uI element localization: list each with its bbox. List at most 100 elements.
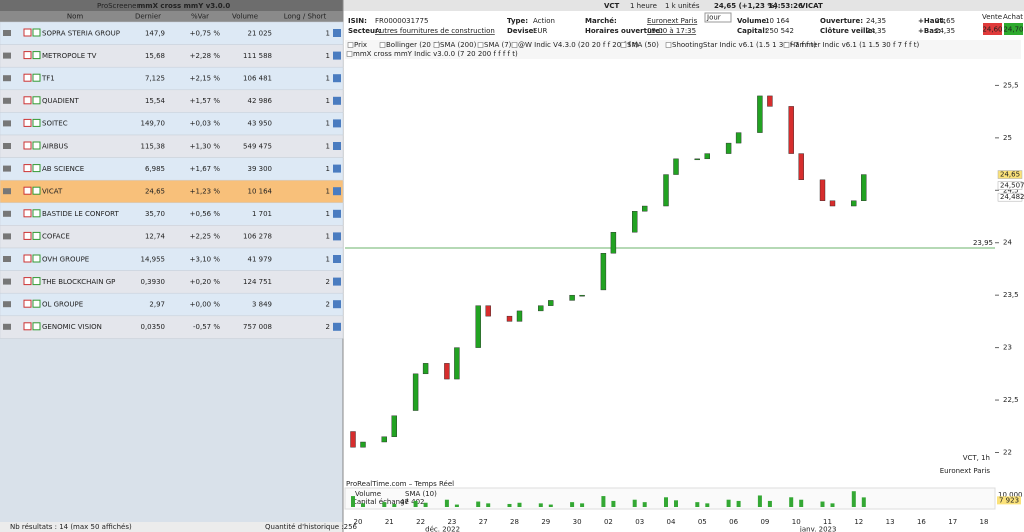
field-label: Devise: (507, 27, 536, 35)
row-chart[interactable] (32, 51, 41, 60)
cell: 549 475 (243, 142, 272, 150)
row-add[interactable] (23, 164, 32, 173)
row-chart[interactable] (32, 209, 41, 218)
row-chart[interactable] (32, 322, 41, 331)
cell: +0,56 % (190, 210, 221, 218)
cell: 111 588 (243, 52, 272, 60)
volume-bar (454, 504, 459, 507)
row-detail[interactable] (333, 96, 341, 105)
row-detail[interactable] (333, 164, 341, 173)
indicator-box[interactable] (433, 42, 440, 48)
row-add[interactable] (23, 322, 32, 331)
x-tick-label: 29 (541, 518, 550, 526)
volume-bar (611, 500, 616, 507)
cell: 106 278 (243, 233, 272, 241)
x-tick-label: 10 (792, 518, 801, 526)
field-value: Autres fournitures de construction (375, 27, 495, 35)
row-add[interactable] (23, 209, 32, 218)
indicator-box[interactable] (379, 42, 386, 48)
candle (548, 300, 554, 306)
row-add[interactable] (23, 73, 32, 82)
candle (412, 373, 419, 411)
indicator-box[interactable] (665, 42, 672, 48)
cell: -0,57 % (193, 323, 220, 331)
indicator-box[interactable] (783, 42, 790, 48)
row-detail[interactable] (333, 300, 341, 309)
indicator-box[interactable] (347, 42, 354, 48)
month-label: janv. 2023 (799, 526, 837, 532)
volume-bar (507, 503, 512, 507)
cell: VICAT (42, 188, 63, 196)
row-detail[interactable] (333, 209, 341, 218)
screener-row[interactable] (0, 315, 344, 339)
row-add[interactable] (23, 186, 32, 195)
row-add[interactable] (23, 51, 32, 60)
row-chart[interactable] (32, 231, 41, 240)
cell: 106 481 (243, 75, 272, 83)
row-detail[interactable] (333, 255, 341, 263)
cell: +2,15 % (190, 75, 221, 83)
row-chart[interactable] (32, 96, 41, 105)
candle (829, 200, 836, 207)
indicator-box[interactable] (620, 42, 627, 48)
buy-button[interactable] (1004, 23, 1023, 35)
candle (538, 305, 544, 312)
row-detail[interactable] (333, 29, 341, 37)
cell: 15,68 (145, 52, 165, 60)
y-tick-label: 23 (1003, 344, 1012, 352)
cell: +1,57 % (190, 97, 221, 105)
row-chart[interactable] (32, 118, 41, 127)
row-add[interactable] (23, 28, 32, 37)
cell: 115,38 (141, 142, 166, 150)
candle (642, 205, 648, 212)
row-chart[interactable] (32, 299, 41, 308)
x-tick-label: 02 (604, 518, 613, 526)
sell-button[interactable] (983, 23, 1002, 35)
field-label: Capital: (737, 27, 768, 35)
row-detail[interactable] (333, 142, 341, 150)
row-add[interactable] (23, 254, 32, 263)
candle (798, 153, 804, 181)
capital-title: Capital échangé (352, 498, 409, 506)
cell: THE BLOCKCHAIN GP (41, 278, 115, 286)
x-tick-label: 04 (667, 518, 676, 526)
x-tick-label: 13 (886, 518, 895, 526)
row-add[interactable] (23, 277, 32, 286)
row-detail[interactable] (333, 187, 341, 196)
row-detail[interactable] (333, 74, 341, 83)
row-icon (3, 97, 11, 104)
row-add[interactable] (23, 96, 32, 105)
indicator-box[interactable] (511, 42, 518, 48)
row-chart[interactable] (32, 141, 41, 150)
cell: OVH GROUPE (42, 255, 89, 263)
cell: +1,30 % (190, 142, 221, 150)
row-detail[interactable] (333, 322, 341, 331)
row-icon (3, 143, 11, 149)
day-button[interactable] (704, 12, 732, 23)
row-detail[interactable] (333, 51, 341, 60)
row-chart[interactable] (32, 73, 41, 82)
indicator-box[interactable] (346, 51, 353, 57)
volume-bar (861, 497, 866, 507)
row-chart[interactable] (32, 28, 41, 37)
row-detail[interactable] (333, 119, 341, 128)
buy-label: Achat (1003, 13, 1023, 21)
indicator-box[interactable] (477, 42, 484, 48)
row-add[interactable] (23, 118, 32, 127)
cell: +1,67 % (190, 165, 221, 173)
row-add[interactable] (23, 141, 32, 150)
volume-bar (601, 496, 606, 507)
row-chart[interactable] (32, 254, 41, 263)
row-chart[interactable] (32, 164, 41, 173)
x-tick-label: 22 (416, 518, 425, 526)
row-icon (3, 210, 11, 217)
cell: SOITEC (42, 120, 68, 128)
row-detail[interactable] (333, 277, 341, 286)
row-detail[interactable] (333, 232, 341, 241)
row-add[interactable] (23, 231, 32, 240)
row-add[interactable] (23, 299, 32, 308)
sell-label: Vente (982, 13, 1002, 21)
volume-bar (851, 491, 856, 507)
row-chart[interactable] (32, 186, 41, 195)
row-chart[interactable] (32, 277, 41, 286)
